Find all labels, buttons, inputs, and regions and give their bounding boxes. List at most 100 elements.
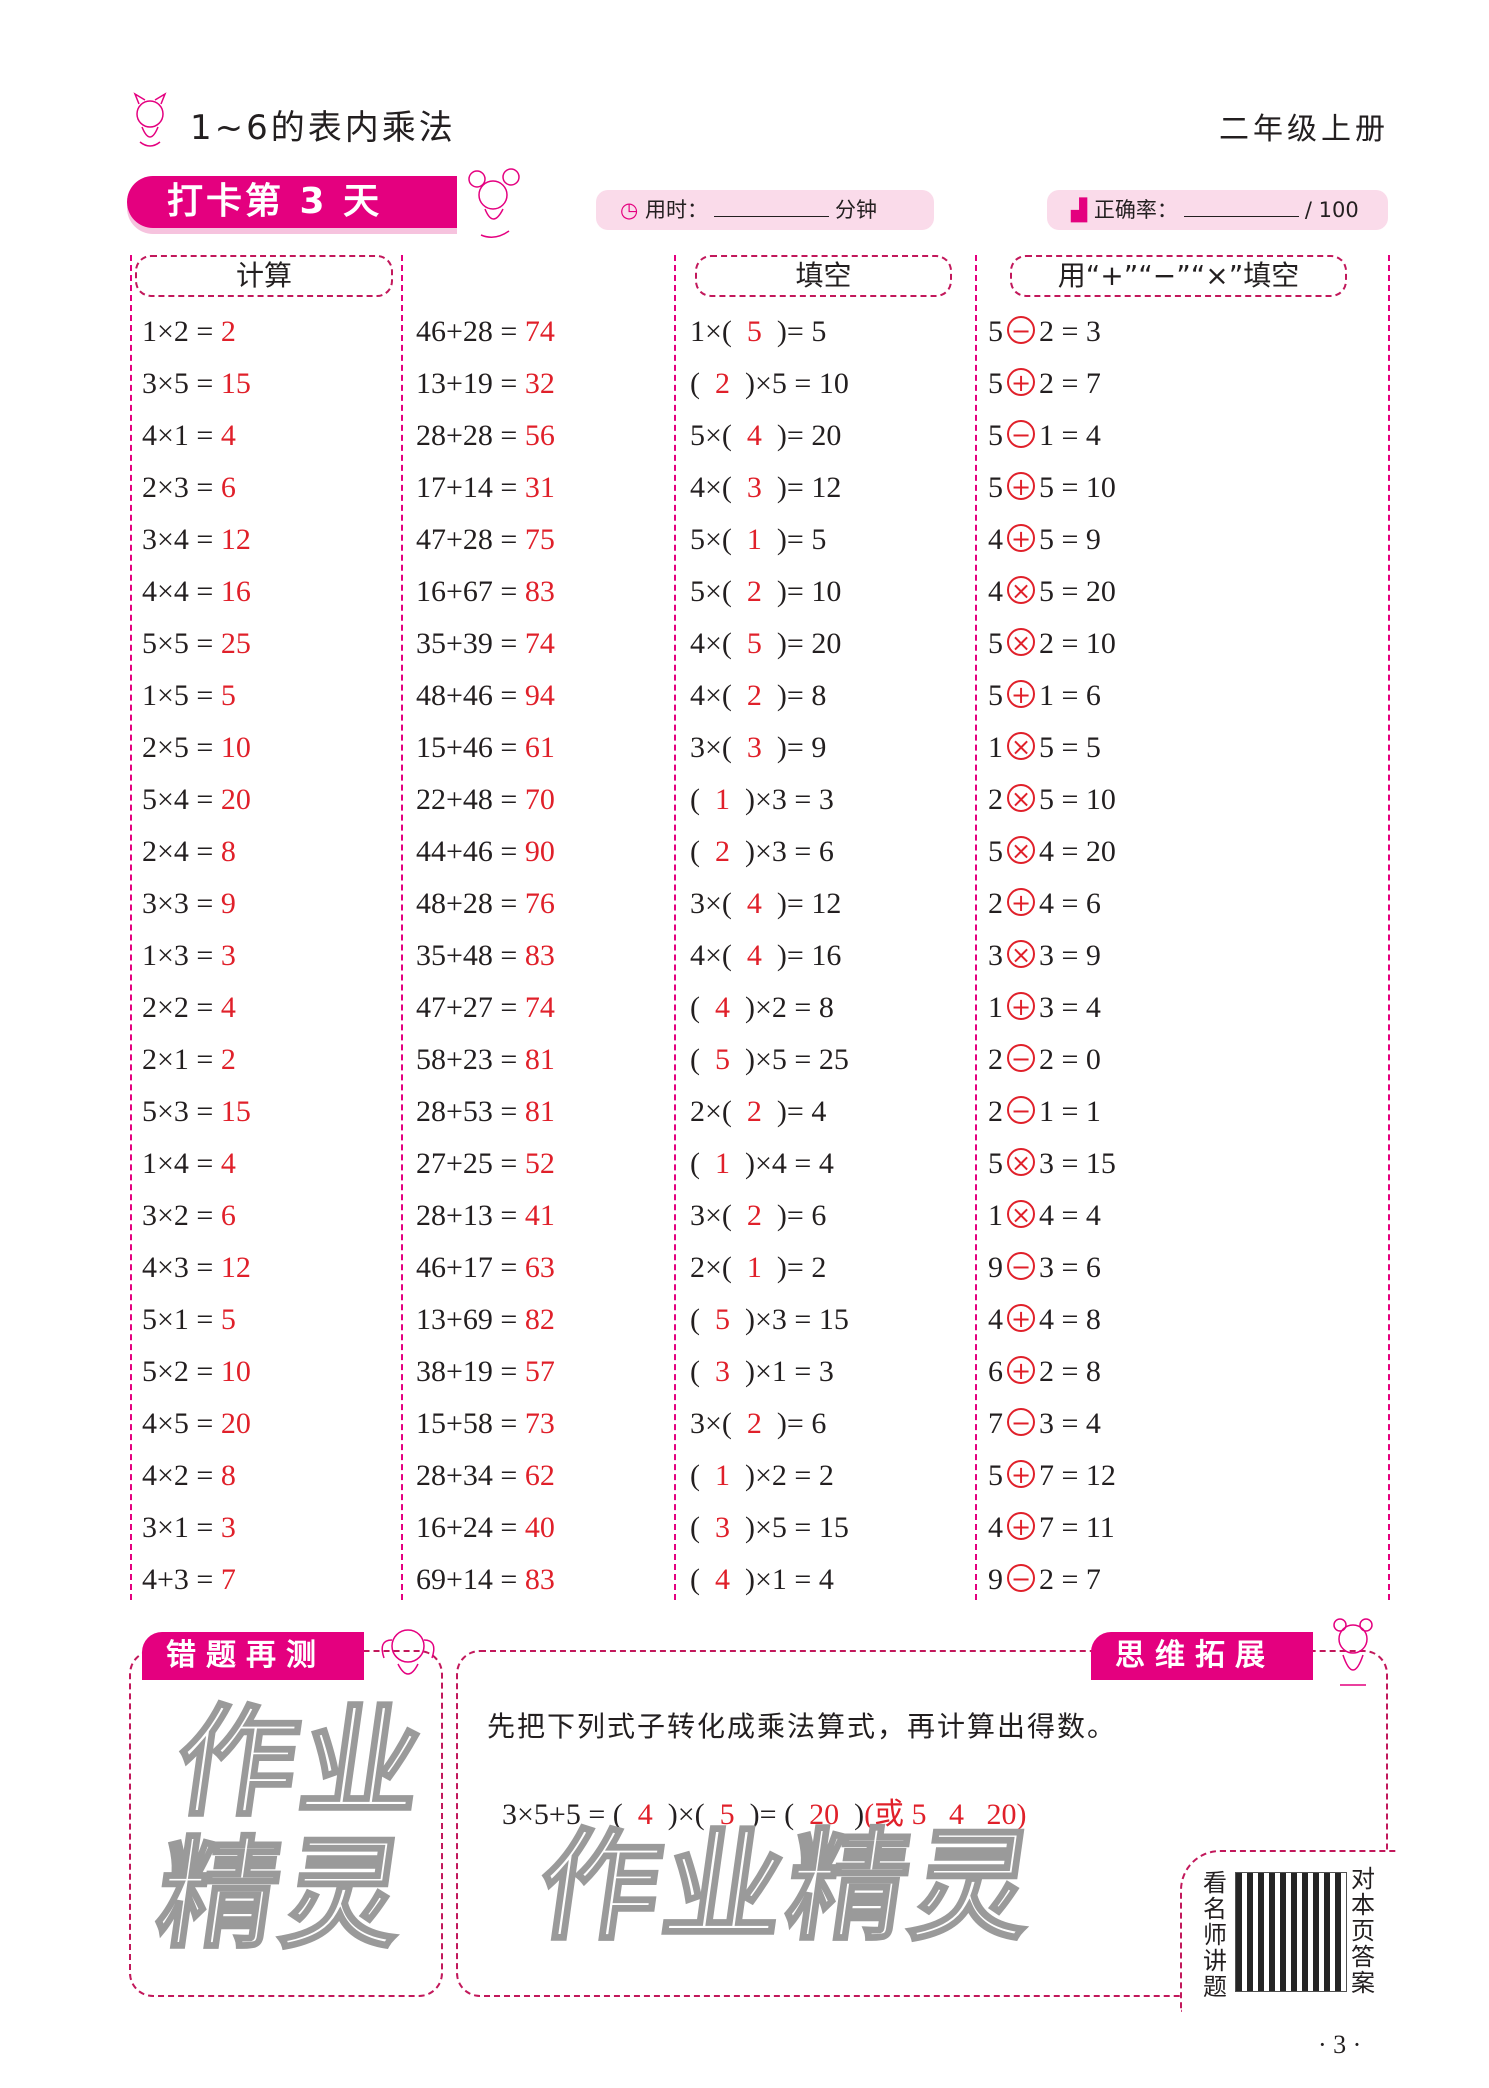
- answer-text[interactable]: 81: [524, 1095, 555, 1128]
- answer-text[interactable]: 5: [715, 1043, 730, 1076]
- time-blank[interactable]: [714, 190, 830, 217]
- answer-text[interactable]: 8: [220, 835, 236, 868]
- operator-circle-answer[interactable]: −: [1007, 1252, 1035, 1280]
- answer-text[interactable]: 62: [524, 1459, 555, 1492]
- answer-text[interactable]: 25: [220, 627, 251, 660]
- answer-text[interactable]: 74: [524, 991, 555, 1024]
- answer-text[interactable]: 90: [524, 835, 555, 868]
- answer-text[interactable]: 32: [524, 367, 555, 400]
- answer-text[interactable]: 4: [715, 1563, 730, 1596]
- answer-text[interactable]: 4: [715, 991, 730, 1024]
- answer-text[interactable]: 15: [220, 367, 251, 400]
- answer-text[interactable]: 2: [746, 575, 762, 608]
- answer-text[interactable]: 4: [746, 887, 762, 920]
- operator-circle-answer[interactable]: ×: [1007, 732, 1035, 760]
- answer-text[interactable]: 20: [220, 783, 251, 816]
- answer-text[interactable]: 94: [524, 679, 555, 712]
- answer-text[interactable]: 31: [524, 471, 555, 504]
- answer-text[interactable]: 8: [220, 1459, 236, 1492]
- answer-text[interactable]: 70: [524, 783, 555, 816]
- operator-circle-answer[interactable]: ×: [1007, 940, 1035, 968]
- operator-circle-answer[interactable]: +: [1007, 1356, 1035, 1384]
- answer-text[interactable]: 2: [715, 367, 730, 400]
- answer-text[interactable]: 1: [746, 1251, 762, 1284]
- answer-text[interactable]: 3: [746, 731, 762, 764]
- operator-circle-answer[interactable]: +: [1007, 888, 1035, 916]
- qr-code[interactable]: [1235, 1872, 1347, 1992]
- answer-text[interactable]: 56: [524, 419, 555, 452]
- operator-circle-answer[interactable]: −: [1007, 1096, 1035, 1124]
- answer-blank[interactable]: 20: [809, 1798, 840, 1831]
- answer-text[interactable]: 3: [715, 1355, 730, 1388]
- answer-text[interactable]: 12: [220, 1251, 251, 1284]
- operator-circle-answer[interactable]: ×: [1007, 784, 1035, 812]
- answer-text[interactable]: 1: [746, 523, 762, 556]
- answer-text[interactable]: 12: [220, 523, 251, 556]
- answer-text[interactable]: 5: [220, 679, 236, 712]
- answer-text[interactable]: 2: [746, 1407, 762, 1440]
- answer-text[interactable]: 74: [524, 627, 555, 660]
- operator-circle-answer[interactable]: ×: [1007, 1148, 1035, 1176]
- operator-circle-answer[interactable]: −: [1007, 420, 1035, 448]
- operator-circle-answer[interactable]: ×: [1007, 576, 1035, 604]
- answer-text[interactable]: 3: [220, 1511, 236, 1544]
- answer-text[interactable]: 83: [524, 575, 555, 608]
- operator-circle-answer[interactable]: +: [1007, 1512, 1035, 1540]
- operator-circle-answer[interactable]: −: [1007, 316, 1035, 344]
- answer-text[interactable]: 6: [220, 471, 236, 504]
- answer-text[interactable]: 5: [220, 1303, 236, 1336]
- answer-text[interactable]: 5: [715, 1303, 730, 1336]
- answer-text[interactable]: 2: [220, 315, 236, 348]
- answer-text[interactable]: 57: [524, 1355, 555, 1388]
- operator-circle-answer[interactable]: +: [1007, 680, 1035, 708]
- answer-text[interactable]: 10: [220, 731, 251, 764]
- answer-text[interactable]: 41: [524, 1199, 555, 1232]
- answer-text[interactable]: 2: [746, 1095, 762, 1128]
- answer-blank[interactable]: 4: [637, 1798, 653, 1831]
- answer-text[interactable]: 2: [220, 1043, 236, 1076]
- answer-text[interactable]: 4: [220, 1147, 236, 1180]
- answer-text[interactable]: 76: [524, 887, 555, 920]
- answer-text[interactable]: 4: [746, 939, 762, 972]
- answer-text[interactable]: 3: [746, 471, 762, 504]
- operator-circle-answer[interactable]: +: [1007, 1460, 1035, 1488]
- operator-circle-answer[interactable]: ×: [1007, 1200, 1035, 1228]
- answer-text[interactable]: 2: [746, 1199, 762, 1232]
- answer-text[interactable]: 4: [220, 419, 236, 452]
- answer-text[interactable]: 81: [524, 1043, 555, 1076]
- answer-text[interactable]: 63: [524, 1251, 555, 1284]
- answer-text[interactable]: 52: [524, 1147, 555, 1180]
- operator-circle-answer[interactable]: +: [1007, 1304, 1035, 1332]
- operator-circle-answer[interactable]: +: [1007, 992, 1035, 1020]
- answer-text[interactable]: 40: [524, 1511, 555, 1544]
- answer-text[interactable]: 6: [220, 1199, 236, 1232]
- answer-text[interactable]: 20: [220, 1407, 251, 1440]
- answer-blank[interactable]: 5: [719, 1798, 735, 1831]
- answer-text[interactable]: 4: [746, 419, 762, 452]
- operator-circle-answer[interactable]: ×: [1007, 836, 1035, 864]
- answer-text[interactable]: 3: [220, 939, 236, 972]
- answer-text[interactable]: 4: [220, 991, 236, 1024]
- answer-text[interactable]: 61: [524, 731, 555, 764]
- answer-text[interactable]: 9: [220, 887, 236, 920]
- answer-text[interactable]: 2: [746, 679, 762, 712]
- answer-text[interactable]: 1: [715, 783, 730, 816]
- answer-text[interactable]: 83: [524, 939, 555, 972]
- answer-text[interactable]: 3: [715, 1511, 730, 1544]
- answer-text[interactable]: 15: [220, 1095, 251, 1128]
- operator-circle-answer[interactable]: ×: [1007, 628, 1035, 656]
- answer-text[interactable]: 83: [524, 1563, 555, 1596]
- operator-circle-answer[interactable]: −: [1007, 1564, 1035, 1592]
- answer-text[interactable]: 5: [746, 627, 762, 660]
- answer-text[interactable]: 1: [715, 1147, 730, 1180]
- answer-text[interactable]: 1: [715, 1459, 730, 1492]
- answer-text[interactable]: 73: [524, 1407, 555, 1440]
- operator-circle-answer[interactable]: +: [1007, 368, 1035, 396]
- answer-text[interactable]: 74: [524, 315, 555, 348]
- answer-text[interactable]: 5: [746, 315, 762, 348]
- answer-text[interactable]: 7: [220, 1563, 236, 1596]
- answer-text[interactable]: 2: [715, 835, 730, 868]
- operator-circle-answer[interactable]: +: [1007, 472, 1035, 500]
- answer-text[interactable]: 16: [220, 575, 251, 608]
- answer-text[interactable]: 10: [220, 1355, 251, 1388]
